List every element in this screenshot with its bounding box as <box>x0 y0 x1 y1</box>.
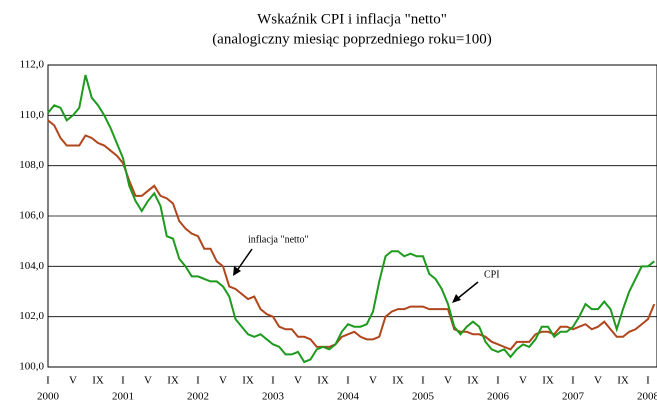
x-tick-label: IX <box>467 375 479 387</box>
arrow-head <box>452 294 461 303</box>
x-tick-label: V <box>219 375 227 387</box>
year-label: 2002 <box>187 391 209 403</box>
year-label: 2007 <box>562 391 585 403</box>
x-tick-label: I <box>571 375 575 387</box>
x-tick-label: I <box>271 375 275 387</box>
x-tick-label: I <box>646 375 650 387</box>
y-tick-label: 104,0 <box>19 260 44 272</box>
chart-title: Wskaźnik CPI i inflacja "netto" <box>257 11 447 27</box>
year-label: 2005 <box>412 391 435 403</box>
y-tick-label: 110,0 <box>20 109 45 121</box>
x-tick-label: I <box>496 375 500 387</box>
x-tick-label: IX <box>167 375 179 387</box>
x-tick-label: V <box>369 375 377 387</box>
annotation-arrow <box>456 281 479 300</box>
y-tick-label: 102,0 <box>19 310 44 322</box>
x-tick-label: V <box>144 375 152 387</box>
x-tick-label: V <box>294 375 302 387</box>
x-tick-label: V <box>519 375 527 387</box>
series-line <box>47 119 656 351</box>
year-label: 2001 <box>112 391 134 403</box>
chart-subtitle: (analogiczny miesiąc poprzedniego roku=1… <box>212 31 492 47</box>
annotation-arrow <box>235 248 253 273</box>
x-tick-label: IX <box>542 375 554 387</box>
x-tick-label: I <box>121 375 125 387</box>
year-label: 2006 <box>487 391 510 403</box>
x-tick-label: I <box>346 375 350 387</box>
x-tick-label: I <box>421 375 425 387</box>
year-label: 2000 <box>37 391 60 403</box>
x-tick-label: IX <box>392 375 404 387</box>
series-line <box>47 74 655 364</box>
x-tick-label: IX <box>92 375 104 387</box>
y-tick-label: 106,0 <box>19 210 44 222</box>
y-tick-label: 100,0 <box>19 361 44 373</box>
year-label: 2004 <box>337 391 360 403</box>
x-tick-label: V <box>69 375 77 387</box>
x-tick-label: V <box>444 375 452 387</box>
y-tick-label: 108,0 <box>19 159 44 171</box>
x-tick-label: I <box>46 375 50 387</box>
y-tick-label: 112,0 <box>20 59 45 71</box>
year-label: 2008 <box>637 391 657 403</box>
x-tick-label: IX <box>317 375 329 387</box>
x-tick-label: IX <box>617 375 629 387</box>
arrow-head <box>233 266 241 276</box>
annotation: inflacja "netto" <box>248 234 309 245</box>
x-tick-label: IX <box>242 375 254 387</box>
year-label: 2003 <box>262 391 285 403</box>
x-tick-label: I <box>196 375 200 387</box>
annotation: CPI <box>484 269 500 280</box>
x-tick-label: V <box>594 375 602 387</box>
